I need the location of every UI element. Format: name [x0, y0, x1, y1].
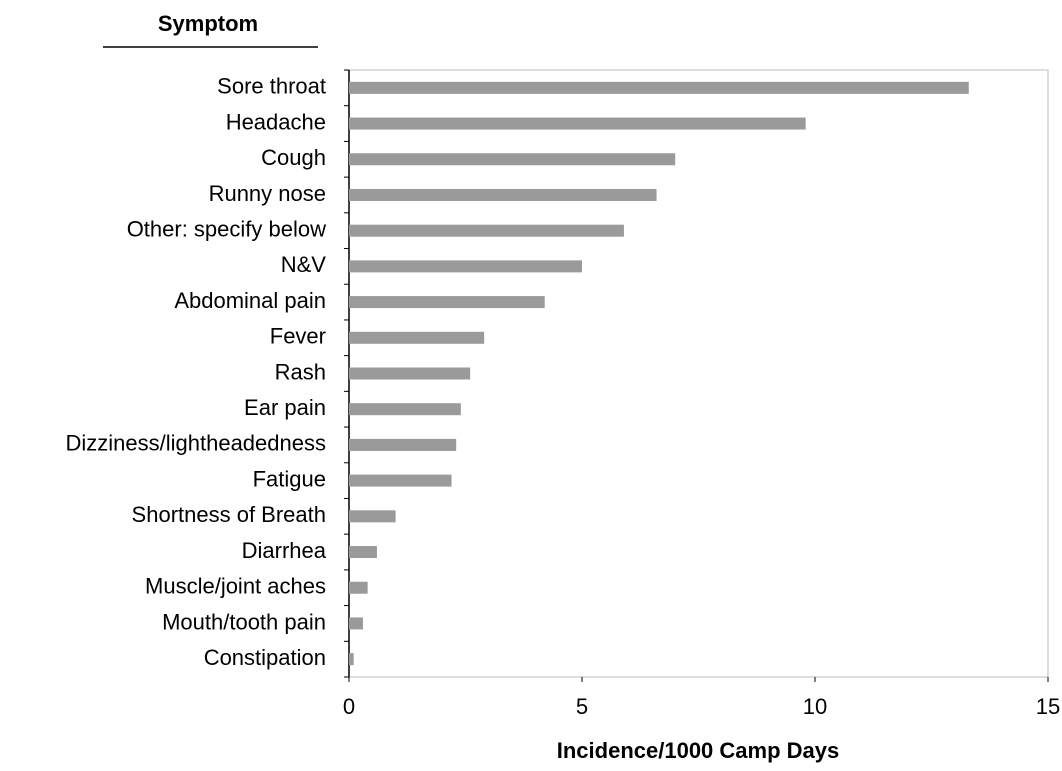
y-tick-label: N&V — [281, 252, 327, 277]
bar — [349, 188, 657, 201]
y-tick-label: Ear pain — [244, 395, 326, 420]
bar — [349, 153, 676, 166]
y-tick-label: Fatigue — [253, 466, 326, 491]
y-tick-label: Shortness of Breath — [132, 502, 326, 527]
y-axis-title: Symptom — [158, 11, 258, 36]
bar — [349, 546, 377, 559]
bar — [349, 581, 368, 594]
bar — [349, 81, 969, 94]
y-tick-label: Headache — [226, 109, 326, 134]
bar — [349, 367, 471, 380]
bar — [349, 653, 354, 666]
bar — [349, 474, 452, 487]
y-tick-label: Muscle/joint aches — [145, 574, 326, 599]
y-tick-label: Sore throat — [217, 74, 326, 99]
y-tick-label: Diarrhea — [242, 538, 327, 563]
bar — [349, 510, 396, 523]
bar — [349, 117, 806, 130]
y-tick-label: Dizziness/lightheadedness — [66, 431, 327, 456]
x-tick-label: 0 — [343, 694, 355, 719]
y-tick-label: Constipation — [204, 645, 326, 670]
bar — [349, 438, 457, 451]
bar — [349, 296, 545, 309]
bar — [349, 260, 582, 273]
bar — [349, 331, 485, 344]
bar — [349, 224, 624, 237]
y-tick-label: Runny nose — [209, 181, 326, 206]
x-tick-label: 15 — [1036, 694, 1060, 719]
y-tick-label: Cough — [261, 145, 326, 170]
y-tick-label: Fever — [270, 324, 326, 349]
bar — [349, 617, 363, 630]
x-axis-title: Incidence/1000 Camp Days — [557, 738, 839, 763]
y-tick-label: Rash — [275, 359, 326, 384]
bar — [349, 403, 461, 416]
y-tick-label: Mouth/tooth pain — [162, 609, 326, 634]
x-tick-label: 5 — [576, 694, 588, 719]
y-tick-label: Other: specify below — [127, 216, 326, 241]
x-tick-label: 10 — [803, 694, 827, 719]
y-tick-label: Abdominal pain — [174, 288, 326, 313]
